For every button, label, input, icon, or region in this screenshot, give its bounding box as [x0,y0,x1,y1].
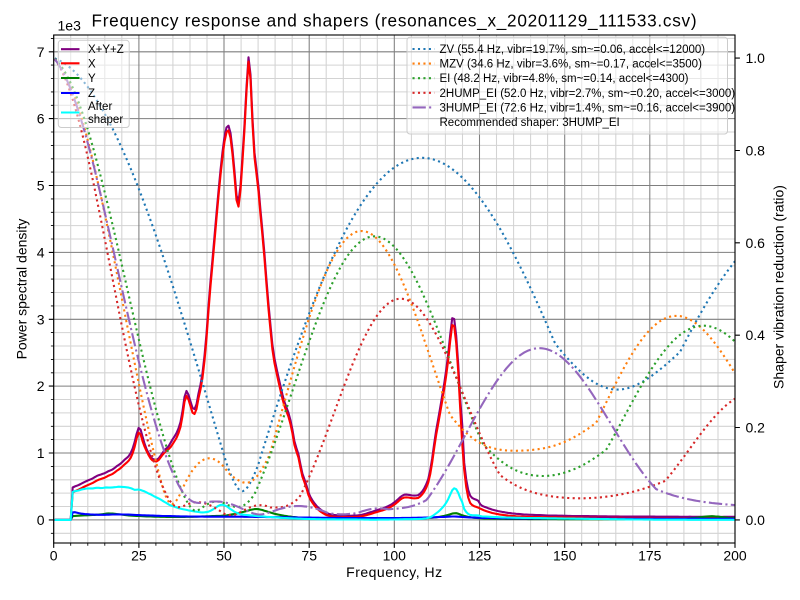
svg-text:EI (48.2 Hz, vibr=4.8%, sm~=0.: EI (48.2 Hz, vibr=4.8%, sm~=0.14, accel<… [440,73,689,85]
svg-text:125: 125 [468,547,492,563]
svg-text:100: 100 [383,547,407,563]
svg-text:0.2: 0.2 [746,420,766,436]
svg-text:Frequency, Hz: Frequency, Hz [346,564,443,580]
svg-text:0.0: 0.0 [746,512,766,528]
svg-text:175: 175 [638,547,662,563]
svg-text:0.8: 0.8 [746,143,766,159]
svg-text:shaper: shaper [88,114,123,126]
svg-text:75: 75 [301,547,317,563]
svg-text:Power spectral density: Power spectral density [14,219,30,360]
svg-text:2: 2 [37,378,45,394]
svg-text:ZV (55.4 Hz, vibr=19.7%, sm~=0: ZV (55.4 Hz, vibr=19.7%, sm~=0.06, accel… [440,44,706,56]
svg-text:After: After [88,101,112,113]
svg-text:5: 5 [37,178,45,194]
svg-text:Recommended shaper: 3HUMP_EI: Recommended shaper: 3HUMP_EI [440,117,620,129]
svg-text:200: 200 [723,547,747,563]
svg-text:2HUMP_EI (52.0 Hz, vibr=2.7%,: 2HUMP_EI (52.0 Hz, vibr=2.7%, sm~=0.20, … [440,88,736,100]
svg-text:150: 150 [553,547,577,563]
svg-text:Z: Z [88,88,95,100]
svg-text:50: 50 [216,547,232,563]
svg-text:1: 1 [37,445,45,461]
svg-text:1.0: 1.0 [746,50,766,66]
svg-text:Frequency response and shapers: Frequency response and shapers (resonanc… [92,11,698,31]
svg-text:7: 7 [37,44,45,60]
svg-text:MZV (34.6 Hz, vibr=3.6%, sm~=0: MZV (34.6 Hz, vibr=3.6%, sm~=0.17, accel… [440,59,703,71]
svg-text:6: 6 [37,111,45,127]
svg-text:25: 25 [131,547,147,563]
svg-text:X: X [88,58,96,70]
svg-text:0.4: 0.4 [746,327,766,343]
svg-text:Y: Y [88,73,96,85]
svg-text:X+Y+Z: X+Y+Z [88,44,124,56]
svg-text:3: 3 [37,311,45,327]
svg-text:0: 0 [50,547,58,563]
svg-text:3HUMP_EI (72.6 Hz, vibr=1.4%,: 3HUMP_EI (72.6 Hz, vibr=1.4%, sm~=0.16, … [440,102,736,114]
svg-text:Shaper vibration reduction (ra: Shaper vibration reduction (ratio) [771,185,787,389]
svg-text:4: 4 [37,244,45,260]
svg-text:1e3: 1e3 [58,18,82,34]
svg-text:0: 0 [37,512,45,528]
svg-text:0.6: 0.6 [746,235,766,251]
